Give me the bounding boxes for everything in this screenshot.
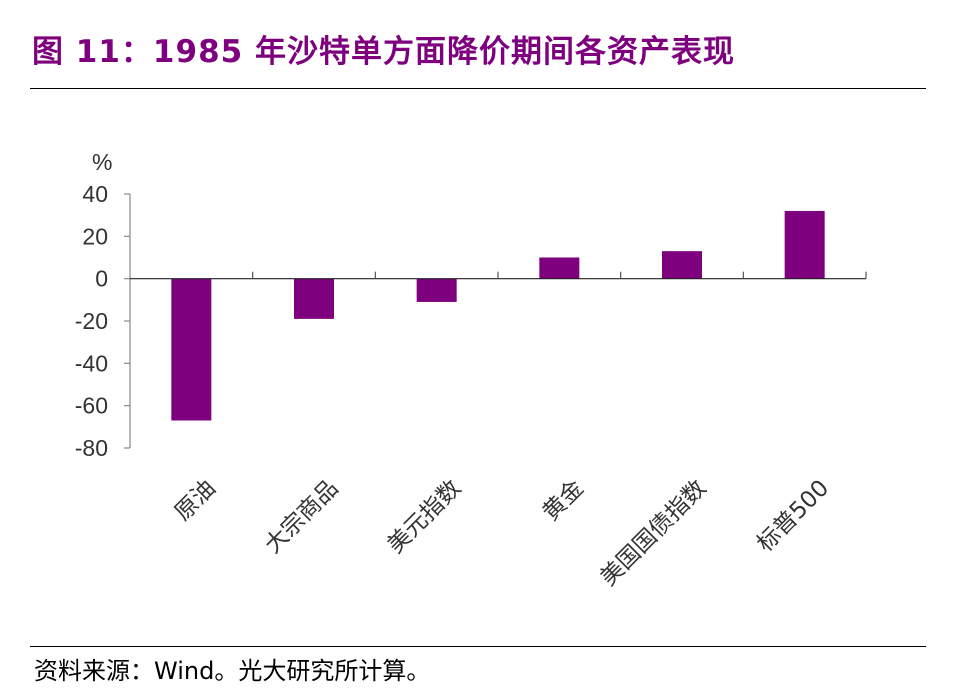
- chart-title: 图 11：1985 年沙特单方面降价期间各资产表现: [32, 34, 736, 70]
- y-axis-unit-label: %: [92, 149, 112, 175]
- bar-0: [171, 278, 212, 421]
- source-note: 资料来源：Wind。光大研究所计算。: [34, 657, 431, 685]
- y-tick-label: 0: [95, 266, 108, 292]
- category-label: 美元指数: [383, 475, 466, 558]
- category-label: 原油: [170, 475, 221, 526]
- y-tick-label: 20: [82, 223, 108, 249]
- y-axis-ticks: 40 20 0 -20 -40 -60 -80: [75, 181, 130, 461]
- y-tick-label: -20: [75, 308, 108, 334]
- category-label: 标普500: [752, 475, 834, 557]
- category-label: 大宗商品: [260, 475, 343, 558]
- category-label: 黄金: [538, 475, 589, 526]
- bar-2: [416, 278, 457, 302]
- category-label: 美国国债指数: [596, 475, 712, 591]
- y-tick-label: -60: [75, 393, 108, 419]
- bar-3: [539, 257, 580, 279]
- y-tick-label: -80: [75, 435, 108, 461]
- y-tick-label: 40: [82, 181, 108, 207]
- footer-divider: [30, 646, 926, 647]
- title-divider: [30, 88, 926, 89]
- bar-5: [784, 210, 825, 279]
- bar-4: [662, 251, 702, 279]
- category-labels: 原油 大宗商品 美元指数 黄金 美国国债指数 标普500: [170, 475, 834, 591]
- x-axis-ticks: [252, 271, 867, 279]
- y-tick-label: -40: [75, 350, 108, 376]
- bar-1: [294, 278, 334, 319]
- bars-group: [171, 210, 825, 421]
